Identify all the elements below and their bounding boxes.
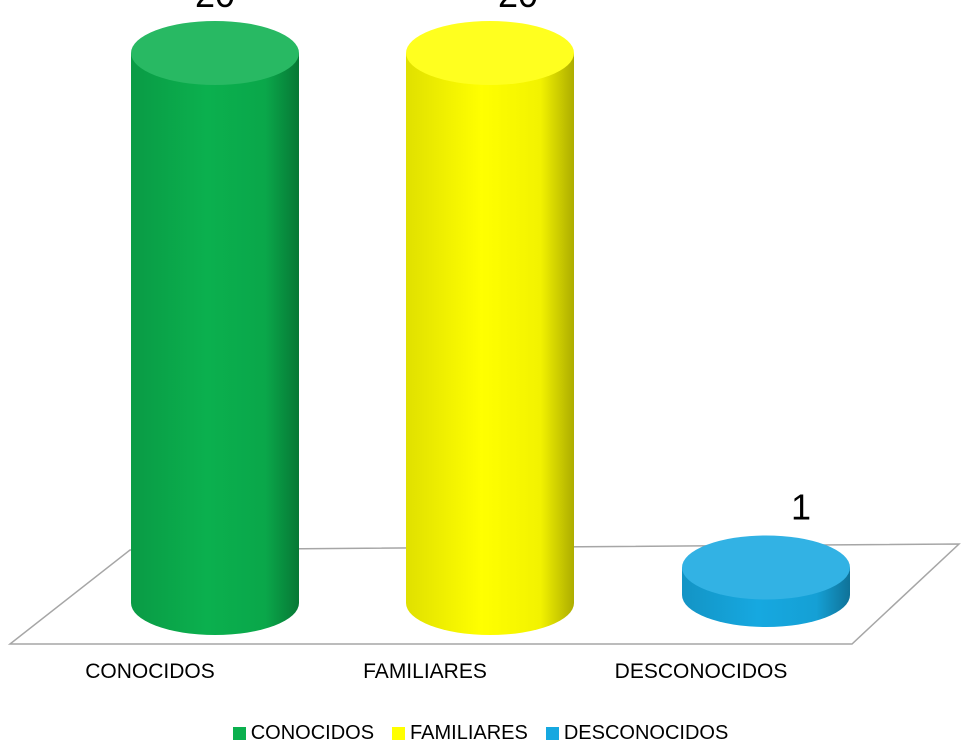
bar-top: [406, 21, 574, 85]
legend-label: DESCONOCIDOS: [563, 722, 729, 744]
bar-familiares: [406, 21, 574, 635]
legend-label: FAMILIARES: [410, 722, 528, 744]
legend-swatch: [232, 727, 246, 740]
category-labels-group: CONOCIDOS FAMILIARES DESCONOCIDOS: [85, 660, 787, 683]
legend-swatch: [392, 727, 406, 740]
bar-top: [131, 21, 299, 85]
x-tick-label: FAMILIARES: [363, 660, 487, 683]
bar-body: [131, 53, 299, 635]
legend-item-familiares: FAMILIARES: [392, 722, 528, 745]
legend-label: CONOCIDOS: [250, 722, 375, 744]
legend: CONOCIDOS FAMILIARES DESCONOCIDOS: [0, 722, 961, 745]
x-tick-label: CONOCIDOS: [85, 660, 215, 683]
value-labels-group: 20 20 1: [195, 0, 811, 528]
x-tick-label: DESCONOCIDOS: [615, 660, 788, 683]
data-label: 20: [498, 0, 538, 15]
legend-item-desconocidos: DESCONOCIDOS: [545, 722, 729, 745]
data-label: 20: [195, 0, 235, 15]
bar-desconocidos: [682, 535, 850, 627]
bar-body: [406, 53, 574, 635]
legend-item-conocidos: CONOCIDOS: [232, 722, 375, 745]
data-label: 1: [791, 487, 811, 528]
bar-conocidos: [131, 21, 299, 635]
bars-group: [131, 21, 850, 635]
legend-swatch: [545, 727, 559, 740]
bar-top: [682, 535, 850, 600]
